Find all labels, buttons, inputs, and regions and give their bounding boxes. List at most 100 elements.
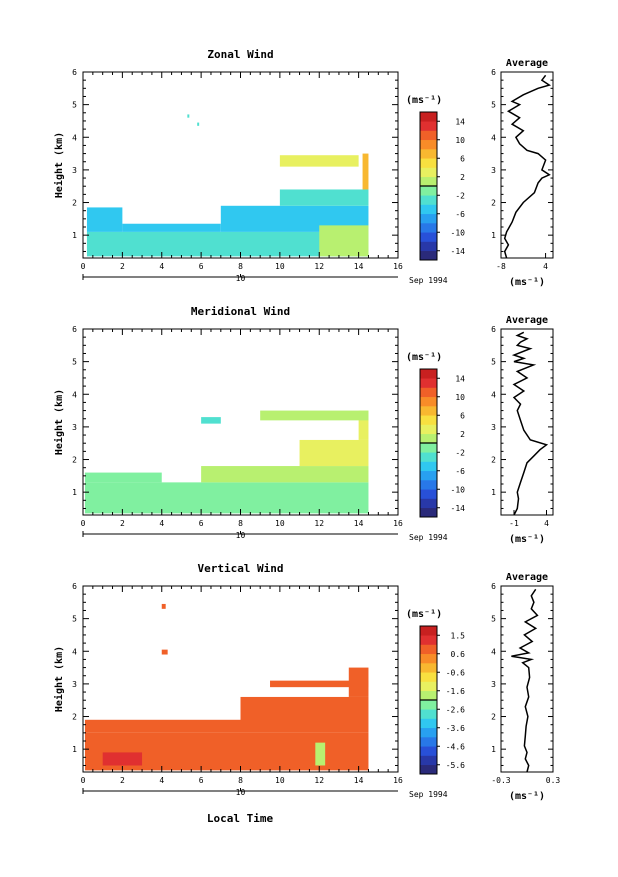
zonal-wind-x-tick-label: 2 [120, 262, 125, 271]
vertical-wind-y-axis-label: Height (km) [53, 646, 65, 712]
meridional-wind-average-y-tick-label: 4 [491, 390, 496, 399]
vertical-wind-day-marker: 10 [236, 788, 246, 797]
zonal-wind-y-tick-label: 2 [72, 199, 77, 208]
vertical-wind-date-label: Sep 1994 [409, 790, 448, 799]
zonal-wind-colorbar-tick-label: 10 [455, 136, 465, 145]
zonal-wind-colorbar-tick-label: -10 [451, 228, 466, 237]
vertical-wind-colorbar-swatch [420, 737, 437, 747]
zonal-wind-colorbar-swatch [420, 149, 437, 159]
vertical-wind-colorbar-tick-label: 0.6 [451, 650, 466, 659]
vertical-wind-x-tick-label: 6 [199, 776, 204, 785]
meridional-wind-x-tick-label: 16 [393, 519, 403, 528]
vertical-wind-colorbar-swatch [420, 727, 437, 738]
vertical-wind-x-tick-label: 2 [120, 776, 125, 785]
meridional-wind-data-region-3 [299, 439, 369, 467]
meridional-wind-average-y-tick-label: 2 [491, 456, 496, 465]
vertical-wind-x-tick-label: 4 [159, 776, 164, 785]
zonal-wind-colorbar-tick-label: -6 [455, 210, 465, 219]
meridional-wind-average-y-tick-label: 5 [491, 358, 496, 367]
vertical-wind-x-tick-label: 0 [81, 776, 86, 785]
zonal-wind-data-region-6 [319, 225, 369, 257]
zonal-wind-colorbar-swatch [420, 167, 437, 178]
vertical-wind-colorbar-tick-label: -1.6 [446, 687, 465, 696]
zonal-wind-data-region-2 [122, 223, 221, 232]
zonal-wind-data-region-9 [197, 122, 200, 126]
zonal-wind-data-region-8 [187, 114, 190, 118]
meridional-wind-colorbar-tick-label: 14 [455, 374, 465, 383]
meridional-wind-data-region-6 [260, 410, 369, 421]
zonal-wind-average-y-tick-label: 5 [491, 101, 496, 110]
meridional-wind-colorbar-swatch [420, 452, 437, 462]
vertical-wind-average-y-tick-label: 3 [491, 680, 496, 689]
meridional-wind-colorbar-swatch [420, 387, 437, 398]
vertical-wind-average-y-tick-label: 2 [491, 713, 496, 722]
meridional-wind-colorbar-swatch [420, 480, 437, 490]
vertical-wind-colorbar-swatch [420, 746, 437, 756]
zonal-wind-colorbar-tick-label: 6 [460, 154, 465, 163]
meridional-wind-y-tick-label: 1 [72, 488, 77, 497]
meridional-wind-x-tick-label: 12 [314, 519, 324, 528]
zonal-wind-average-y-tick-label: 4 [491, 133, 496, 142]
meridional-wind-data-region-2 [201, 466, 369, 483]
vertical-wind-colorbar-label: (ms⁻¹) [406, 609, 442, 620]
vertical-wind-colorbar-swatch [420, 755, 437, 766]
meridional-wind-colorbar-tick-label: -14 [451, 504, 466, 513]
meridional-wind-y-axis-label: Height (km) [53, 389, 65, 455]
zonal-wind-x-tick-label: 8 [238, 262, 243, 271]
meridional-wind-x-tick-label: 8 [238, 519, 243, 528]
vertical-wind-y-tick-label: 5 [72, 615, 77, 624]
vertical-wind-colorbar-swatch [420, 700, 437, 710]
vertical-wind-colorbar-swatch [420, 653, 437, 664]
vertical-wind-y-tick-label: 4 [72, 647, 77, 656]
meridional-wind-colorbar-swatch [420, 396, 437, 407]
zonal-wind-colorbar-swatch [420, 223, 437, 233]
vertical-wind-colorbar-tick-label: -0.6 [446, 668, 465, 677]
vertical-wind-colorbar-tick-label: -4.6 [446, 742, 465, 751]
meridional-wind-colorbar-swatch [420, 470, 437, 481]
zonal-wind-x-tick-label: 10 [275, 262, 285, 271]
meridional-wind-y-tick-label: 2 [72, 456, 77, 465]
meridional-wind-colorbar-swatch [420, 415, 437, 425]
zonal-wind-colorbar-tick-label: -14 [451, 247, 466, 256]
vertical-wind-data-region-8 [270, 680, 369, 688]
meridional-wind-x-tick-label: 6 [199, 519, 204, 528]
vertical-wind-average-y-tick-label: 4 [491, 647, 496, 656]
meridional-wind-colorbar-swatch [420, 498, 437, 509]
vertical-wind-x-tick-label: 16 [393, 776, 403, 785]
zonal-wind-y-tick-label: 3 [72, 166, 77, 175]
meridional-wind-colorbar-swatch [420, 489, 437, 499]
vertical-wind-y-tick-label: 2 [72, 713, 77, 722]
zonal-wind-average-frame [500, 71, 554, 259]
meridional-wind-y-tick-label: 6 [72, 325, 77, 334]
vertical-wind-colorbar-swatch [420, 764, 437, 775]
vertical-wind-colorbar-tick-label: 1.5 [451, 631, 466, 640]
vertical-wind-colorbar-swatch [420, 635, 437, 645]
meridional-wind-colorbar-tick-label: -10 [451, 485, 466, 494]
zonal-wind-average-title: Average [506, 58, 548, 69]
meridional-wind-colorbar-swatch [420, 507, 437, 518]
vertical-wind-average-y-tick-label: 5 [491, 615, 496, 624]
vertical-wind-title: Vertical Wind [197, 562, 283, 575]
vertical-wind-colorbar-swatch [420, 690, 437, 701]
meridional-wind-x-tick-label: 4 [159, 519, 164, 528]
meridional-wind-average-title: Average [506, 315, 548, 326]
zonal-wind-colorbar-tick-label: 14 [455, 117, 465, 126]
zonal-wind-colorbar-swatch [420, 232, 437, 242]
zonal-wind-colorbar-swatch [420, 158, 437, 168]
zonal-wind-colorbar-swatch [420, 241, 437, 252]
vertical-wind-average-x-label: (ms⁻¹) [509, 791, 545, 802]
meridional-wind-colorbar-swatch [420, 461, 437, 472]
meridional-wind-x-tick-label: 2 [120, 519, 125, 528]
meridional-wind-colorbar-swatch [420, 433, 437, 444]
meridional-wind-average-y-tick-label: 6 [491, 325, 496, 334]
meridional-wind-x-tick-label: 0 [81, 519, 86, 528]
zonal-wind-y-tick-label: 6 [72, 68, 77, 77]
vertical-wind-colorbar-swatch [420, 644, 437, 655]
meridional-wind-colorbar-swatch [420, 378, 437, 388]
meridional-wind-average-x-tick-label: -1 [509, 519, 519, 528]
vertical-wind-average-frame [500, 585, 554, 773]
meridional-wind-colorbar-label: (ms⁻¹) [406, 352, 442, 363]
zonal-wind-y-tick-label: 4 [72, 133, 77, 142]
